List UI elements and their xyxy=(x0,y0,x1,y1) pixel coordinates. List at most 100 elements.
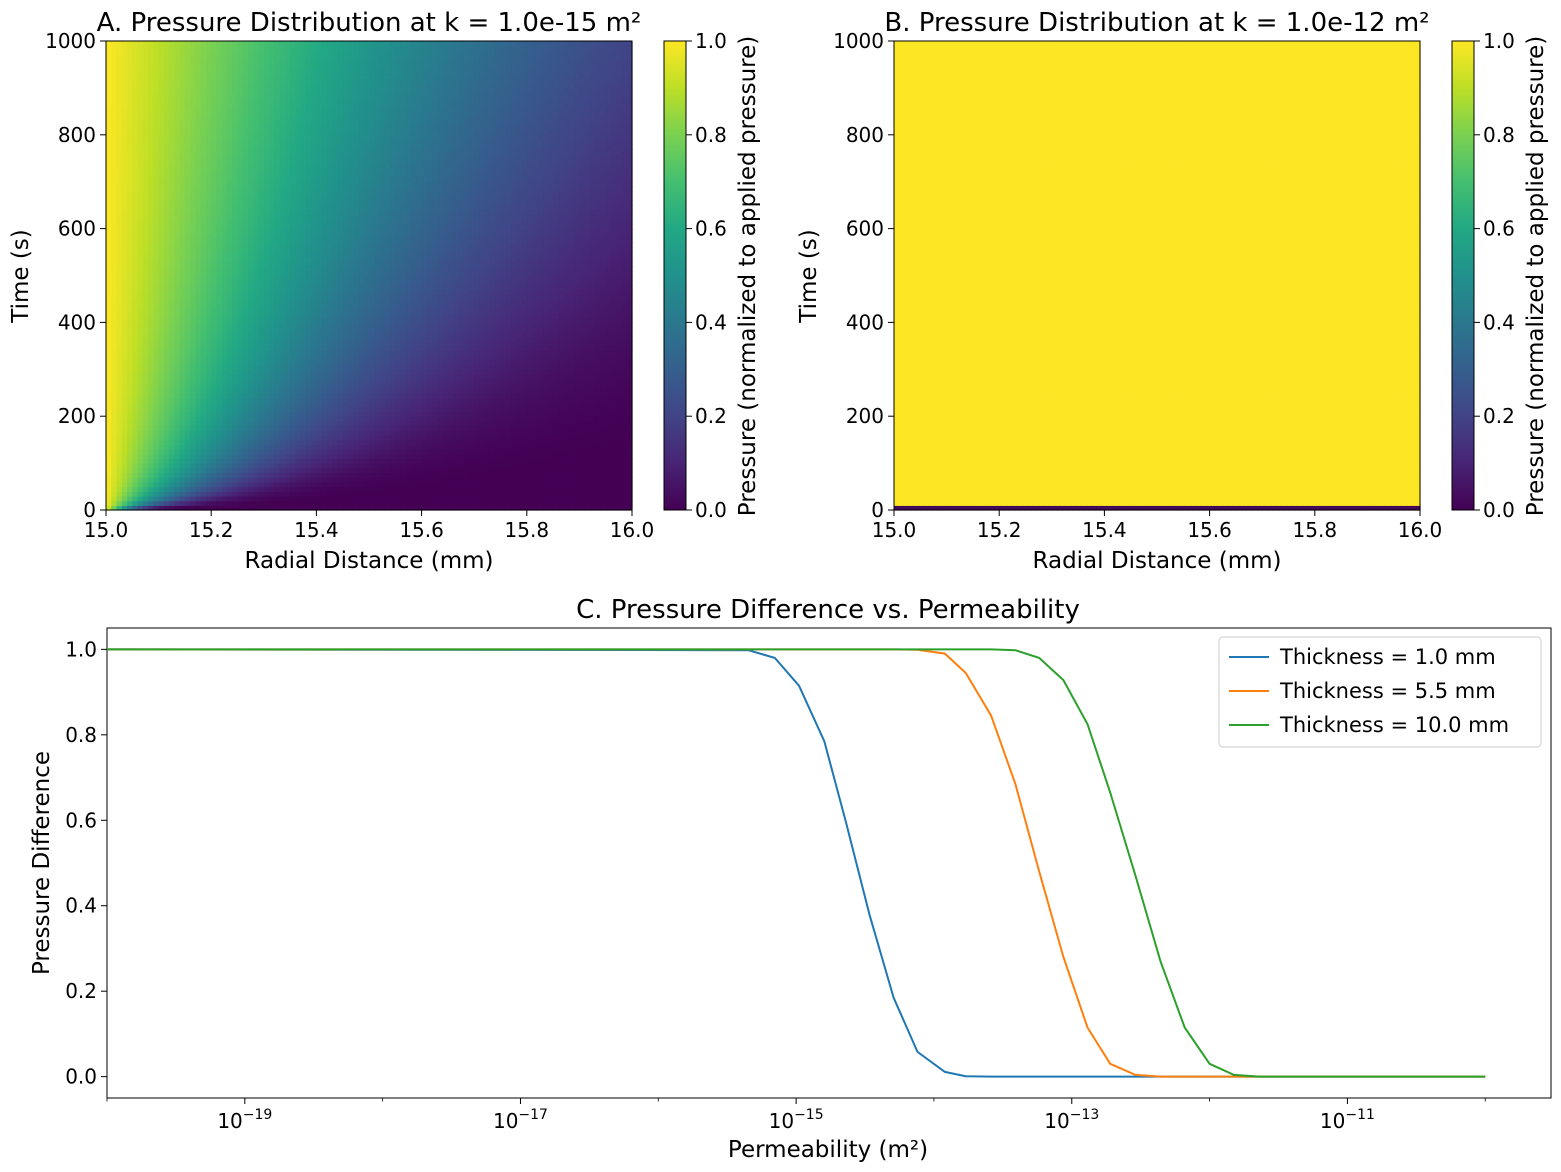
heatmap-cell xyxy=(605,345,612,352)
heatmap-cell xyxy=(574,486,580,492)
heatmap-cell xyxy=(347,397,354,403)
heatmap-cell xyxy=(526,500,533,506)
heatmap-cell xyxy=(295,355,302,361)
heatmap-cell xyxy=(342,289,349,295)
heatmap-cell xyxy=(532,298,538,305)
heatmap-cell xyxy=(174,495,181,502)
heatmap-cell xyxy=(248,392,254,399)
heatmap-cell xyxy=(595,294,602,300)
heatmap-cell xyxy=(195,458,202,464)
heatmap-cell xyxy=(468,425,475,431)
heatmap-cell xyxy=(390,373,396,380)
heatmap-cell xyxy=(342,449,349,455)
heatmap-cell xyxy=(137,378,144,384)
heatmap-cell xyxy=(489,397,496,403)
heatmap-cell xyxy=(553,420,559,427)
heatmap-cell xyxy=(242,364,249,370)
heatmap-cell xyxy=(432,294,438,300)
heatmap-cell xyxy=(347,444,354,450)
heatmap-cell xyxy=(184,289,191,295)
heatmap-cell xyxy=(616,327,623,333)
heatmap-cell xyxy=(595,402,602,408)
heatmap-cell xyxy=(347,308,354,314)
heatmap-cell xyxy=(269,289,275,295)
heatmap-cell xyxy=(579,411,586,417)
heatmap-cell xyxy=(132,373,139,380)
heatmap-cell xyxy=(205,434,212,441)
heatmap-cell xyxy=(279,345,286,352)
heatmap-cell xyxy=(395,298,402,305)
heatmap-cell xyxy=(563,317,570,323)
heatmap-cell xyxy=(453,313,460,319)
heatmap-cell xyxy=(142,369,149,375)
heatmap-cell xyxy=(379,388,386,394)
heatmap-cell xyxy=(232,453,239,460)
heatmap-cell xyxy=(211,430,218,436)
heatmap-cell xyxy=(205,430,212,436)
heatmap-cell xyxy=(158,449,165,455)
heatmap-cell xyxy=(179,481,186,488)
heatmap-cell xyxy=(610,289,617,295)
heatmap-cell xyxy=(142,434,149,441)
heatmap-cell xyxy=(516,383,523,389)
heatmap-cell xyxy=(321,458,328,464)
heatmap-cell xyxy=(290,458,296,464)
heatmap-cell xyxy=(184,453,191,460)
heatmap-cell xyxy=(500,505,507,511)
heatmap-cell xyxy=(605,463,612,469)
heatmap-cell xyxy=(537,294,544,300)
heatmap-cell xyxy=(563,284,570,291)
heatmap-cell xyxy=(121,327,128,333)
heatmap-cell xyxy=(505,458,512,464)
heatmap-cell xyxy=(442,327,449,333)
heatmap-cell xyxy=(489,505,496,511)
heatmap-cell xyxy=(411,500,417,506)
heatmap-cell xyxy=(200,486,207,492)
heatmap-cell xyxy=(205,491,212,497)
heatmap-cell xyxy=(190,350,197,356)
heatmap-cell xyxy=(426,444,433,450)
heatmap-cell xyxy=(253,364,260,370)
heatmap-cell xyxy=(442,411,449,417)
heatmap-cell xyxy=(553,491,559,497)
heatmap-cell xyxy=(584,505,591,511)
heatmap-cell xyxy=(426,313,433,319)
heatmap-cell xyxy=(468,313,475,319)
heatmap-cell xyxy=(184,373,191,380)
heatmap-cell xyxy=(274,402,281,408)
heatmap-cell xyxy=(526,491,533,497)
heatmap-cell xyxy=(242,416,249,422)
heatmap-cell xyxy=(453,420,460,427)
heatmap-cell xyxy=(174,345,181,352)
heatmap-cell xyxy=(163,402,170,408)
heatmap-cell xyxy=(106,481,112,488)
heatmap-cell xyxy=(558,345,565,352)
heatmap-cell xyxy=(505,373,512,380)
heatmap-cell xyxy=(284,495,291,502)
heatmap-cell xyxy=(495,331,502,338)
heatmap-cell xyxy=(326,449,333,455)
heatmap-cell xyxy=(447,430,454,436)
heatmap-cell xyxy=(121,369,128,375)
heatmap-cell xyxy=(116,275,123,281)
heatmap-cell xyxy=(521,289,528,295)
heatmap-cell xyxy=(353,439,360,445)
heatmap-cell xyxy=(279,303,286,309)
heatmap-cell xyxy=(437,463,444,469)
heatmap-cell xyxy=(358,317,365,323)
heatmap-cell xyxy=(216,289,223,295)
heatmap-cell xyxy=(474,392,481,399)
heatmap-cell xyxy=(516,280,523,286)
heatmap-cell xyxy=(358,369,365,375)
heatmap-cell xyxy=(584,383,591,389)
heatmap-cell xyxy=(574,491,580,497)
heatmap-cell xyxy=(369,458,375,464)
heatmap-cell xyxy=(216,477,223,483)
heatmap-cell xyxy=(127,495,133,502)
heatmap-cell xyxy=(316,364,323,370)
heatmap-cell xyxy=(600,345,607,352)
heatmap-cell xyxy=(137,406,144,413)
heatmap-cell xyxy=(595,481,602,488)
heatmap-cell xyxy=(411,495,417,502)
heatmap-cell xyxy=(295,359,302,366)
